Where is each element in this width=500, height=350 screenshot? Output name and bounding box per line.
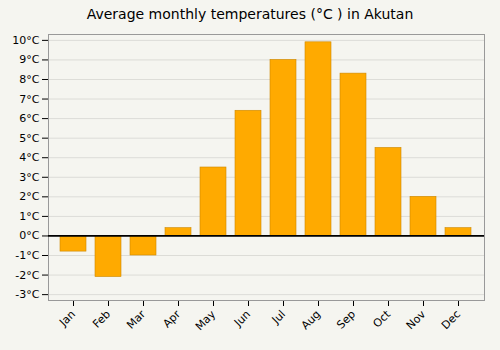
- svg-text:4°C: 4°C: [19, 151, 39, 164]
- svg-text:Sep: Sep: [334, 308, 358, 332]
- svg-text:5°C: 5°C: [19, 132, 39, 145]
- svg-text:Apr: Apr: [160, 307, 183, 330]
- svg-text:Jan: Jan: [56, 308, 78, 330]
- svg-text:Dec: Dec: [439, 308, 463, 332]
- svg-text:Nov: Nov: [404, 307, 429, 332]
- svg-text:Mar: Mar: [124, 307, 148, 331]
- svg-text:May: May: [193, 307, 219, 333]
- svg-text:2°C: 2°C: [19, 190, 39, 203]
- svg-text:1°C: 1°C: [19, 210, 39, 223]
- html-text:Average monthly temperatures (: Average monthly temperatures (°C ) in Ak…: [86, 6, 414, 22]
- svg-text:-2°C: -2°C: [15, 269, 39, 282]
- svg-text:0°C: 0°C: [19, 229, 39, 242]
- svg-text:Jul: Jul: [269, 308, 288, 327]
- svg-text:Aug: Aug: [299, 308, 323, 332]
- svg-text:-3°C: -3°C: [15, 288, 39, 301]
- svg-text:8°C: 8°C: [19, 73, 39, 86]
- svg-text:Oct: Oct: [370, 307, 393, 330]
- svg-text:9°C: 9°C: [19, 53, 39, 66]
- svg-text:Jun: Jun: [231, 308, 253, 330]
- svg-text:3°C: 3°C: [19, 171, 39, 184]
- svg-text:10°C: 10°C: [12, 34, 39, 47]
- svg-text:-1°C: -1°C: [15, 249, 39, 262]
- svg-text:Feb: Feb: [90, 308, 113, 331]
- svg-text:6°C: 6°C: [19, 112, 39, 125]
- svg-text:7°C: 7°C: [19, 93, 39, 106]
